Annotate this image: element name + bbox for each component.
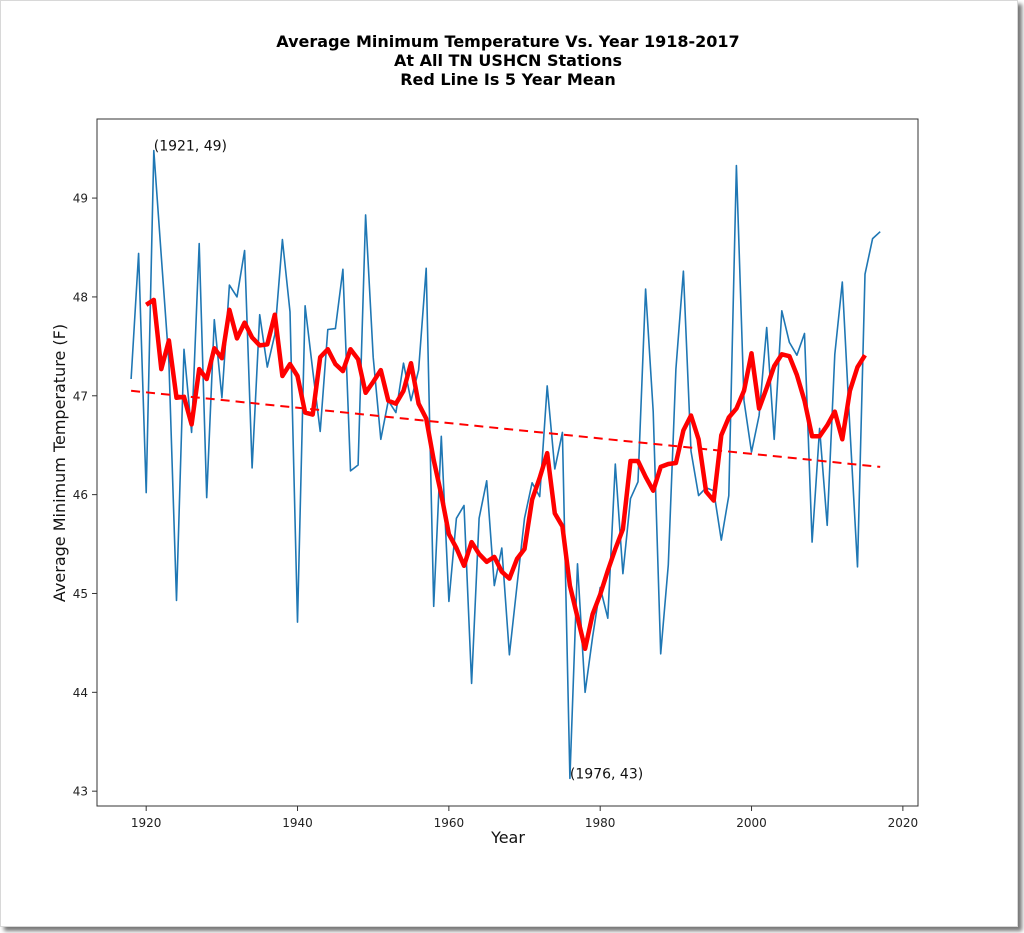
y-tick-label: 43 xyxy=(73,785,88,799)
y-axis: 43 44 45 46 47 48 49 xyxy=(73,192,97,799)
annual-average-minimum-temperature-points xyxy=(131,150,881,779)
chart-title-line-1: Average Minimum Temperature Vs. Year 191… xyxy=(276,32,740,51)
linear-trend-line xyxy=(130,389,881,468)
x-tick-label: 1920 xyxy=(131,816,162,830)
y-tick-label: 49 xyxy=(73,192,88,206)
chart-title-line-3: Red Line Is 5 Year Mean xyxy=(400,70,616,89)
x-axis-title: Year xyxy=(490,828,525,847)
chart-title-line-2: At All TN USHCN Stations xyxy=(393,51,622,70)
x-tick-label: 1960 xyxy=(434,816,465,830)
y-tick-label: 48 xyxy=(73,290,88,304)
x-tick-label: 2000 xyxy=(736,816,767,830)
x-tick-label: 1980 xyxy=(585,816,616,830)
annual-average-minimum-temperature-line xyxy=(130,149,881,780)
chart-title: Average Minimum Temperature Vs. Year 191… xyxy=(0,32,1016,89)
5-year-mean-points xyxy=(146,299,866,649)
y-tick-label: 46 xyxy=(73,488,88,502)
annotation-label: (1921, 49) xyxy=(154,139,227,155)
y-tick-label: 47 xyxy=(73,389,88,403)
y-tick-label: 45 xyxy=(73,587,88,601)
linear-trend-points xyxy=(131,390,881,467)
axes-frame xyxy=(96,118,919,807)
y-tick-label: 44 xyxy=(73,686,88,700)
annotations: (1921, 49) (1976, 43) xyxy=(154,139,643,783)
x-axis: 1920 1940 1960 1980 2000 2020 xyxy=(131,806,918,830)
x-tick-label: 2020 xyxy=(888,816,919,830)
annotation-label: (1976, 43) xyxy=(570,766,643,782)
5-year-mean-line xyxy=(144,297,867,652)
plot-area xyxy=(130,149,881,780)
y-axis-title: Average Minimum Temperature (F) xyxy=(50,324,69,602)
x-tick-label: 1940 xyxy=(282,816,313,830)
